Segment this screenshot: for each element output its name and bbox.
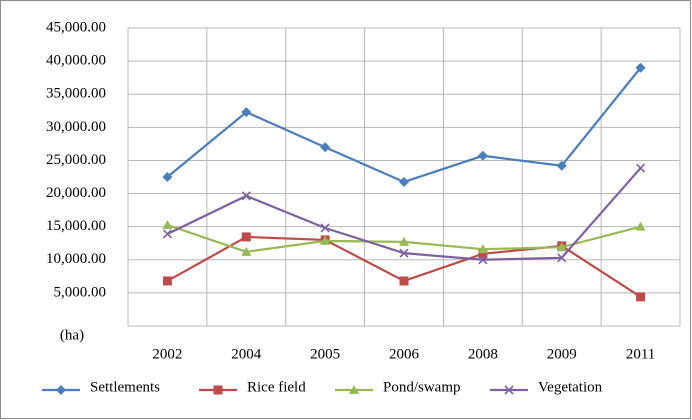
legend-label: Rice field: [247, 379, 306, 395]
legend-label: Vegetation: [538, 379, 603, 395]
x-tick-label: 2011: [626, 346, 655, 362]
x-tick-label: 2006: [389, 346, 420, 362]
y-tick-label: 10,000.00: [46, 251, 106, 267]
marker: [399, 176, 409, 187]
y-tick-label: 40,000.00: [46, 53, 106, 69]
marker: [241, 107, 252, 118]
marker: [349, 385, 359, 394]
marker: [162, 229, 172, 239]
marker: [399, 276, 409, 286]
marker: [636, 163, 646, 173]
marker: [399, 248, 409, 258]
marker: [241, 232, 251, 242]
legend-label: Settlements: [90, 379, 160, 395]
y-tick-label: 5,000.00: [54, 284, 107, 300]
x-tick-label: 2009: [547, 346, 577, 362]
x-tick-label: 2008: [468, 346, 498, 362]
y-axis-label: (ha): [60, 327, 84, 343]
marker: [556, 160, 567, 171]
y-tick-label: 30,000.00: [46, 119, 106, 135]
marker: [478, 249, 488, 259]
marker: [56, 385, 66, 395]
marker: [477, 150, 488, 161]
legend-label: Pond/swamp: [383, 379, 461, 395]
marker: [162, 276, 172, 286]
marker: [504, 385, 514, 395]
marker: [162, 220, 173, 230]
marker: [399, 236, 409, 246]
marker: [557, 253, 567, 263]
marker: [162, 172, 173, 182]
marker: [556, 242, 567, 252]
x-tick-label: 2004: [231, 346, 262, 362]
marker: [478, 255, 488, 265]
marker: [636, 292, 646, 302]
marker: [635, 221, 646, 231]
marker: [320, 223, 330, 233]
y-tick-label: 35,000.00: [46, 86, 106, 102]
marker: [320, 235, 331, 245]
y-tick-label: 45,000.00: [46, 19, 106, 35]
marker: [635, 62, 646, 73]
marker: [320, 142, 331, 153]
marker: [241, 191, 251, 201]
marker: [477, 244, 488, 254]
y-tick-label: 15,000.00: [46, 218, 106, 234]
marker: [213, 385, 223, 395]
x-tick-label: 2005: [310, 346, 340, 362]
x-tick-label: 2002: [152, 346, 182, 362]
marker: [241, 246, 252, 256]
y-tick-label: 25,000.00: [46, 152, 106, 168]
y-tick-label: 20,000.00: [46, 185, 106, 201]
